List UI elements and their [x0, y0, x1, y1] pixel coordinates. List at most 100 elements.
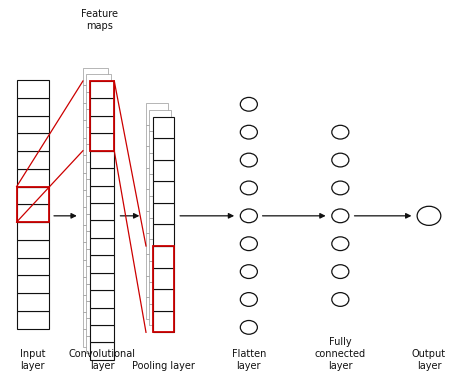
- Bar: [17, 240, 49, 257]
- Bar: [90, 203, 114, 220]
- Bar: [83, 190, 108, 207]
- Bar: [86, 301, 111, 319]
- Bar: [90, 99, 114, 116]
- Text: Flatten
layer: Flatten layer: [232, 349, 266, 371]
- Bar: [153, 138, 174, 160]
- Bar: [149, 174, 171, 196]
- Bar: [153, 225, 174, 246]
- Bar: [86, 249, 111, 266]
- Bar: [17, 257, 49, 275]
- Bar: [153, 289, 174, 311]
- Bar: [83, 138, 108, 155]
- Bar: [83, 295, 108, 312]
- Bar: [146, 297, 168, 319]
- Text: Pooling layer: Pooling layer: [132, 361, 195, 371]
- Bar: [149, 110, 171, 131]
- Bar: [17, 151, 49, 169]
- Text: Fully
connected
layer: Fully connected layer: [315, 337, 366, 371]
- Bar: [17, 311, 49, 329]
- Bar: [17, 133, 49, 151]
- Bar: [90, 255, 114, 273]
- Bar: [149, 131, 171, 153]
- Bar: [149, 196, 171, 218]
- Bar: [149, 261, 171, 282]
- Bar: [146, 146, 168, 168]
- Bar: [146, 211, 168, 233]
- Bar: [146, 103, 168, 125]
- Bar: [146, 233, 168, 254]
- Bar: [83, 103, 108, 120]
- Bar: [83, 242, 108, 260]
- Bar: [86, 231, 111, 249]
- Text: Input
layer: Input layer: [20, 349, 46, 371]
- Bar: [86, 162, 111, 179]
- Bar: [153, 181, 174, 203]
- Text: Convolutional
layer: Convolutional layer: [68, 349, 136, 371]
- Bar: [83, 329, 108, 347]
- Bar: [146, 125, 168, 146]
- Bar: [90, 273, 114, 290]
- Bar: [17, 222, 49, 240]
- Bar: [153, 267, 174, 289]
- Bar: [153, 160, 174, 181]
- Bar: [153, 117, 174, 138]
- Bar: [17, 80, 49, 98]
- Bar: [153, 246, 174, 332]
- Bar: [90, 116, 114, 133]
- Bar: [90, 133, 114, 151]
- Bar: [90, 81, 114, 99]
- Bar: [146, 189, 168, 211]
- Bar: [17, 116, 49, 133]
- Bar: [83, 155, 108, 173]
- Bar: [83, 68, 108, 86]
- Bar: [17, 187, 49, 204]
- Bar: [90, 308, 114, 325]
- Bar: [90, 325, 114, 342]
- Bar: [17, 275, 49, 293]
- Bar: [86, 266, 111, 283]
- Bar: [83, 173, 108, 190]
- Bar: [17, 169, 49, 187]
- Bar: [146, 168, 168, 189]
- Bar: [86, 336, 111, 353]
- Bar: [146, 276, 168, 297]
- Bar: [17, 98, 49, 116]
- Bar: [83, 312, 108, 329]
- Bar: [17, 293, 49, 311]
- Bar: [149, 218, 171, 239]
- Text: Feature
maps: Feature maps: [81, 9, 118, 31]
- Bar: [90, 220, 114, 238]
- Bar: [153, 203, 174, 225]
- Bar: [90, 290, 114, 308]
- Bar: [86, 109, 111, 127]
- Bar: [86, 196, 111, 214]
- Bar: [146, 254, 168, 276]
- Bar: [17, 187, 49, 222]
- Bar: [153, 246, 174, 267]
- Bar: [86, 319, 111, 336]
- Bar: [149, 153, 171, 174]
- Bar: [149, 282, 171, 304]
- Bar: [83, 260, 108, 277]
- Bar: [149, 239, 171, 261]
- Bar: [86, 214, 111, 231]
- Bar: [90, 238, 114, 255]
- Bar: [90, 342, 114, 360]
- Bar: [83, 207, 108, 225]
- Bar: [17, 204, 49, 222]
- Bar: [83, 277, 108, 295]
- Bar: [90, 186, 114, 203]
- Bar: [90, 151, 114, 168]
- Bar: [86, 92, 111, 109]
- Bar: [83, 86, 108, 103]
- Bar: [90, 81, 114, 151]
- Bar: [83, 120, 108, 138]
- Bar: [86, 179, 111, 196]
- Bar: [83, 225, 108, 242]
- Bar: [86, 283, 111, 301]
- Bar: [90, 168, 114, 186]
- Text: Output
layer: Output layer: [412, 349, 446, 371]
- Bar: [86, 127, 111, 144]
- Bar: [86, 144, 111, 162]
- Bar: [153, 311, 174, 332]
